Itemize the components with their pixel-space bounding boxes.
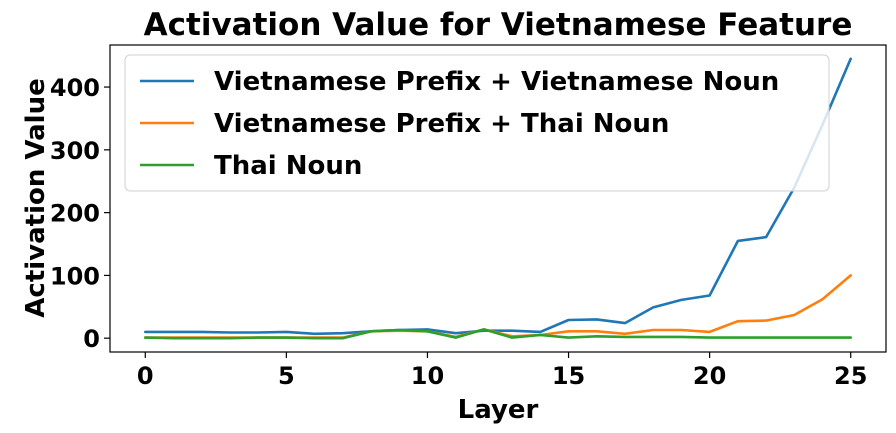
y-tick-label: 100 (50, 262, 100, 290)
legend-entry-label: Vietnamese Prefix + Vietnamese Noun (214, 67, 779, 97)
series-layer (144, 57, 853, 340)
x-tick-label: 0 (137, 362, 154, 390)
legend: Vietnamese Prefix + Vietnamese Noun Vietn… (124, 54, 830, 192)
x-tick-label: 20 (693, 362, 726, 390)
x-tick-label: 15 (552, 362, 585, 390)
plot-frame (109, 44, 887, 353)
legend-entry-label: Thai Noun (214, 151, 362, 181)
series-line-3 (144, 328, 853, 340)
x-tick-label: 25 (834, 362, 867, 390)
series-line-2 (144, 274, 853, 339)
legend-entry-label: Vietnamese Prefix + Thai Noun (214, 109, 669, 139)
chart-title: Activation Value for Vietnamese Feature (144, 7, 853, 43)
y-tick-label: 400 (50, 74, 100, 102)
x-axis-label: Layer (458, 395, 539, 425)
x-tick-label: 10 (411, 362, 444, 390)
x-tick-label: 5 (278, 362, 295, 390)
legend-box (124, 54, 830, 192)
y-tick-label: 0 (83, 325, 100, 353)
series-line-1 (144, 57, 853, 336)
y-tick-label: 200 (50, 200, 100, 228)
y-axis-label: Activation Value (21, 78, 51, 317)
axis-layer: 0 5 10 15 20 25 0 100 200 300 400 (50, 74, 868, 390)
y-tick-label: 300 (50, 137, 100, 165)
